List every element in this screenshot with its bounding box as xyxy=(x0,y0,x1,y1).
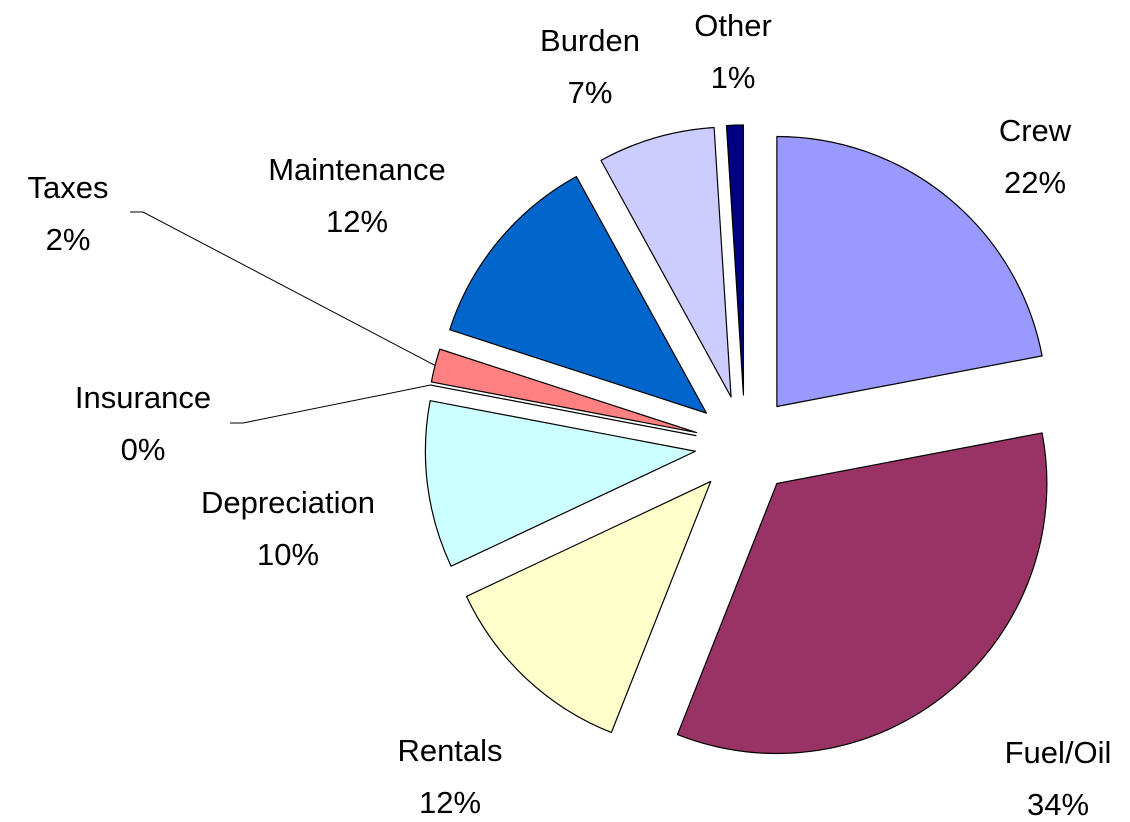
pie-slice xyxy=(424,400,696,567)
leader-line xyxy=(130,211,436,366)
slice-label: Crew xyxy=(999,113,1072,148)
slice-label: Burden xyxy=(540,23,640,58)
slice-label: Maintenance xyxy=(268,152,446,187)
slice-label: Rentals xyxy=(397,733,502,768)
slice-label: Other xyxy=(694,8,772,43)
pie-slice xyxy=(465,480,712,734)
slice-value-label: 1% xyxy=(711,60,756,95)
slice-value-label: 7% xyxy=(568,75,613,110)
pie-slice xyxy=(449,175,708,414)
slice-value-label: 0% xyxy=(121,432,166,467)
slice-label: Taxes xyxy=(28,170,109,205)
slice-value-label: 34% xyxy=(1027,787,1089,822)
pie-slice xyxy=(725,124,745,396)
slice-value-label: 12% xyxy=(419,785,481,820)
slice-label: Fuel/Oil xyxy=(1005,735,1112,770)
slice-label: Depreciation xyxy=(201,485,375,520)
slice-value-label: 22% xyxy=(1004,165,1066,200)
slice-value-label: 10% xyxy=(257,537,319,572)
leader-line xyxy=(230,384,431,424)
pie-slice xyxy=(430,348,698,434)
pie-slice xyxy=(776,135,1043,408)
pie-slice xyxy=(676,432,1048,755)
slice-label: Insurance xyxy=(75,380,211,415)
slice-value-label: 12% xyxy=(326,204,388,239)
slice-value-label: 2% xyxy=(46,222,91,257)
pie-slice xyxy=(600,126,732,398)
